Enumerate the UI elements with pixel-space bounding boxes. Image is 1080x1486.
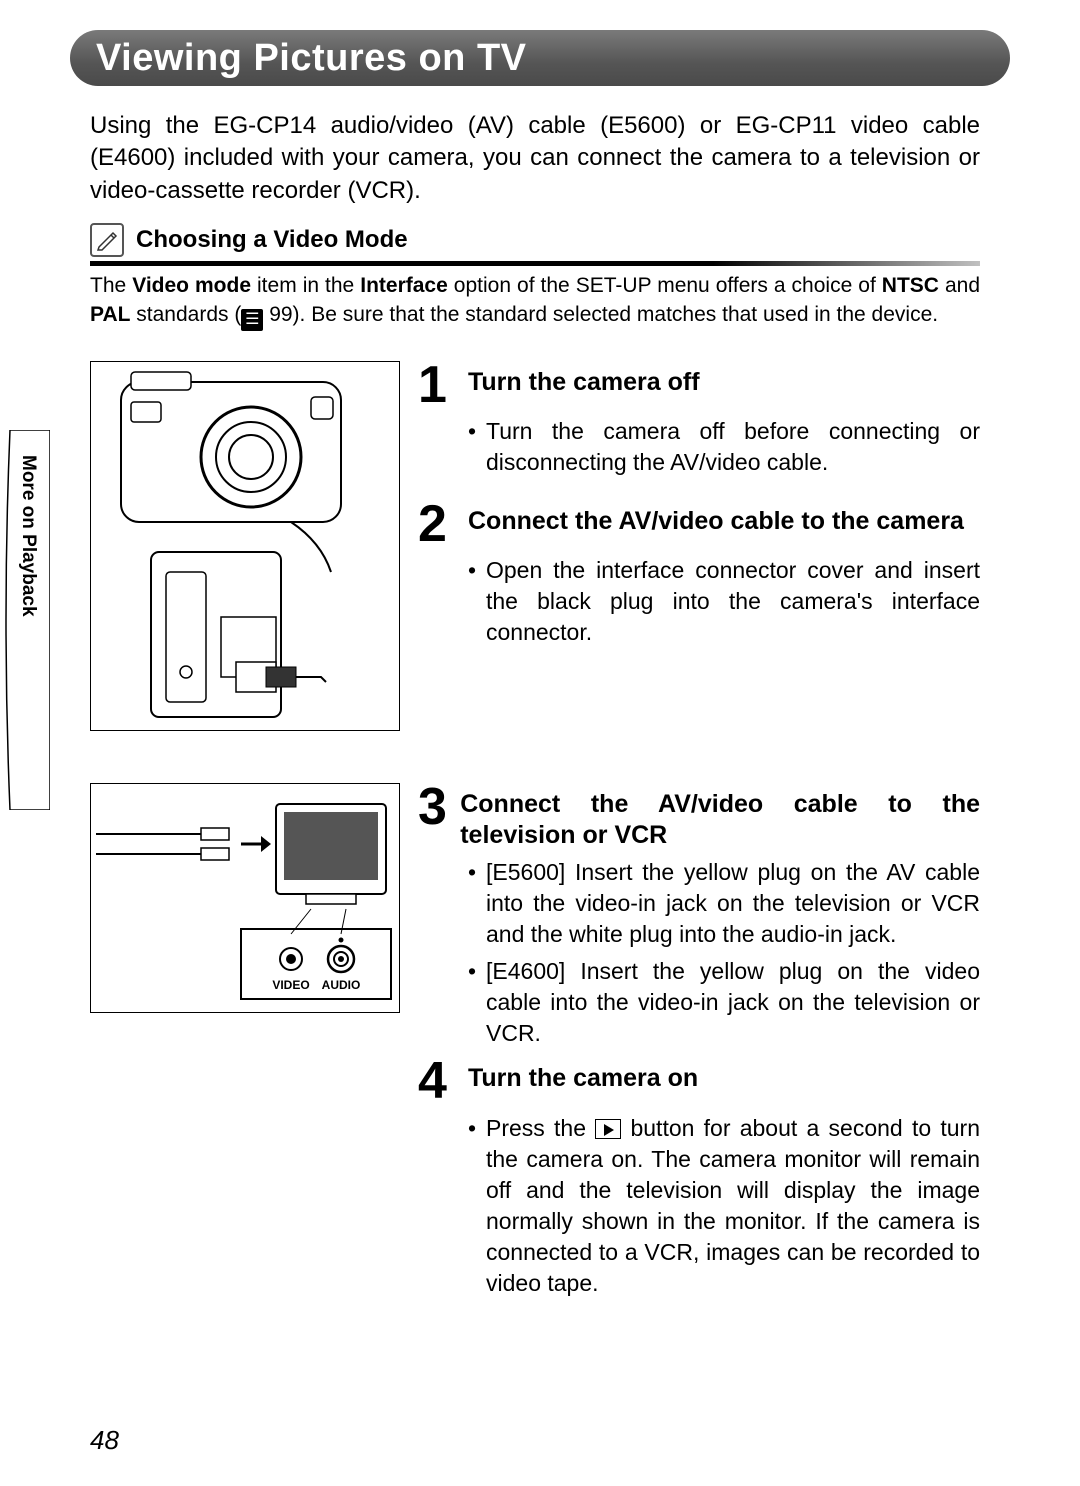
step-title: Connect the AV/video cable to the televi…: [460, 783, 980, 852]
text: item in the: [251, 274, 360, 297]
text: option of the SET-UP menu offers a choic…: [448, 274, 882, 297]
text-bold: Interface: [360, 274, 448, 297]
section-rule: [90, 261, 980, 266]
subsection-header: Choosing a Video Mode: [90, 223, 980, 257]
step-bullet: [E4600] Insert the yellow plug on the vi…: [468, 956, 980, 1049]
side-tab-label: More on Playback: [17, 455, 39, 617]
subsection-title: Choosing a Video Mode: [136, 226, 408, 254]
text: and: [939, 274, 980, 297]
manual-page: Viewing Pictures on TV Using the EG-CP14…: [50, 30, 1020, 1456]
step-text-col: 1 Turn the camera off Turn the camera of…: [418, 355, 980, 731]
step-bullet: Press the button for about a second to t…: [468, 1113, 980, 1299]
step-bullet: [E5600] Insert the yellow plug on the AV…: [468, 857, 980, 950]
reference-page: 99: [269, 303, 292, 326]
subsection-body: The Video mode item in the Interface opt…: [90, 272, 980, 330]
text-bold: NTSC: [882, 274, 939, 297]
page-number: 48: [90, 1425, 119, 1456]
step-1-head: 1 Turn the camera off: [418, 361, 980, 410]
video-label: VIDEO: [272, 978, 309, 992]
step-number: 3: [418, 783, 460, 832]
text-bold: Video mode: [132, 274, 251, 297]
step-bullet: Turn the camera off before connecting or…: [468, 416, 980, 478]
step-number: 1: [418, 361, 468, 410]
step-4-bullets: Press the button for about a second to t…: [468, 1113, 980, 1299]
step-2-head: 2 Connect the AV/video cable to the came…: [418, 500, 980, 549]
step-2-bullets: Open the interface connector cover and i…: [468, 555, 980, 648]
step-number: 4: [418, 1057, 468, 1106]
steps-area: 1 Turn the camera off Turn the camera of…: [90, 355, 980, 1305]
step-title: Turn the camera off: [468, 361, 700, 398]
step-title: Turn the camera on: [468, 1057, 698, 1094]
step-3-head: 3 Connect the AV/video cable to the tele…: [418, 783, 980, 852]
step-number: 2: [418, 500, 468, 549]
page-title: Viewing Pictures on TV: [96, 37, 527, 80]
step-title: Connect the AV/video cable to the camera: [468, 500, 964, 537]
step-3-bullets: [E5600] Insert the yellow plug on the AV…: [468, 857, 980, 1049]
text: The: [90, 274, 132, 297]
note-pencil-icon: [90, 223, 124, 257]
step-1-bullets: Turn the camera off before connecting or…: [468, 416, 980, 478]
text: Press the: [486, 1115, 595, 1141]
figure-tv-cable: VIDEO AUDIO: [90, 783, 400, 1305]
step-bullet: Open the interface connector cover and i…: [468, 555, 980, 648]
step-text-col: 3 Connect the AV/video cable to the tele…: [418, 777, 980, 1305]
figure-camera-cable: [90, 361, 400, 731]
step-block: 1 Turn the camera off Turn the camera of…: [90, 355, 980, 731]
text: ). Be sure that the standard selected ma…: [293, 303, 939, 326]
audio-label: AUDIO: [322, 978, 361, 992]
reference-icon: ☰: [241, 309, 263, 331]
text-bold: PAL: [90, 303, 130, 326]
text: button for about a second to turn the ca…: [486, 1115, 980, 1296]
playback-button-icon: [595, 1119, 621, 1139]
step-4-head: 4 Turn the camera on: [418, 1057, 980, 1106]
text: standards (: [130, 303, 241, 326]
intro-paragraph: Using the EG-CP14 audio/video (AV) cable…: [90, 110, 980, 207]
step-block: VIDEO AUDIO 3 Connect the AV/video cable…: [90, 777, 980, 1305]
title-bar: Viewing Pictures on TV: [70, 30, 1010, 86]
side-tab: More on Playback: [0, 430, 50, 810]
